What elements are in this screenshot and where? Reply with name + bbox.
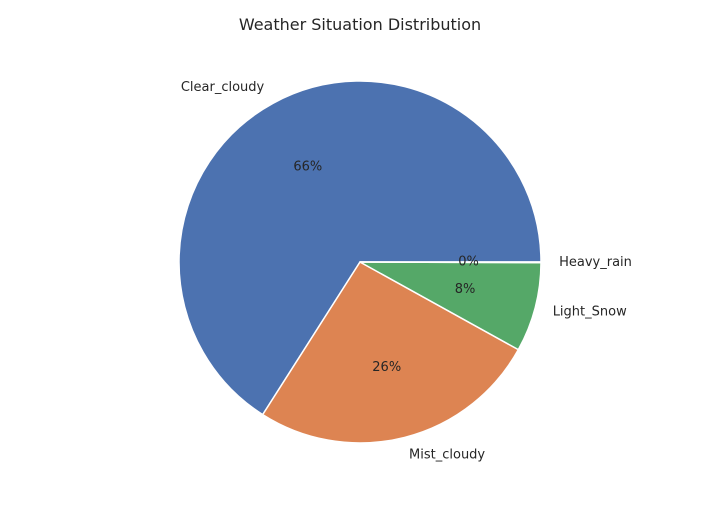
- pie-label-mist-cloudy: Mist_cloudy: [409, 447, 485, 462]
- pie-slice-light-snow: [359, 261, 542, 351]
- pie-label-light-snow: Light_Snow: [553, 305, 627, 320]
- pie-slice-clear-cloudy: [178, 80, 542, 416]
- pie-value-label-light-snow: 8%: [455, 282, 476, 297]
- pie-value-label-heavy-rain: 0%: [458, 255, 479, 270]
- pie-value-label-clear-cloudy: 66%: [293, 159, 322, 174]
- pie-value-label-mist-cloudy: 26%: [372, 360, 401, 375]
- pie-slices: [178, 80, 542, 444]
- pie-slice-heavy-rain: [359, 261, 542, 264]
- pie-label-clear-cloudy: Clear_cloudy: [181, 80, 265, 95]
- pie-labels: Clear_cloudy 66% Mist_cloudy 26% Light_Snow 8…: [181, 80, 632, 463]
- chart-title: Weather Situation Distribution: [239, 15, 481, 34]
- pie-label-heavy-rain: Heavy_rain: [559, 255, 632, 270]
- pie-slice-mist-cloudy: [261, 261, 520, 444]
